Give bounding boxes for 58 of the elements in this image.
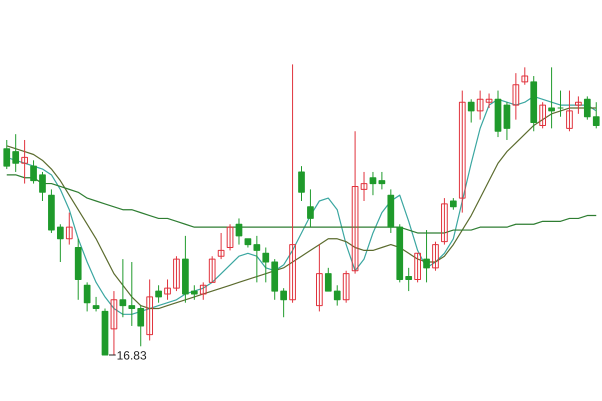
candlestick xyxy=(352,130,358,274)
candlestick xyxy=(120,258,126,318)
candlestick xyxy=(21,139,28,184)
candlestick xyxy=(468,98,475,124)
candlestick xyxy=(66,212,73,246)
candlestick xyxy=(39,171,46,202)
candlestick xyxy=(253,235,260,283)
candlestick xyxy=(289,64,296,304)
candlestick xyxy=(575,96,582,114)
candlestick xyxy=(370,171,376,196)
candlestick xyxy=(316,244,323,312)
candlestick xyxy=(504,102,510,140)
candlestick xyxy=(110,290,118,356)
candlestick xyxy=(432,241,439,272)
candlestick xyxy=(280,288,287,318)
candlestick xyxy=(56,224,64,263)
candlestick xyxy=(298,166,305,202)
candlestick xyxy=(307,188,314,228)
candlestick xyxy=(190,284,198,300)
candlestick xyxy=(476,90,484,120)
candlestick xyxy=(84,282,90,312)
candlestick xyxy=(592,102,600,129)
candlestick xyxy=(226,224,234,251)
candlestick xyxy=(200,282,207,300)
annotation: 16.83 xyxy=(116,348,147,363)
candlestick xyxy=(3,139,10,170)
candlestick xyxy=(146,278,154,341)
candlestick xyxy=(405,267,412,292)
candlestick xyxy=(236,218,242,246)
candlestick xyxy=(458,90,466,214)
candlestick xyxy=(450,198,457,210)
candlestick xyxy=(486,92,492,109)
candlestick xyxy=(360,171,368,202)
candlestick xyxy=(539,102,546,129)
candlestick xyxy=(548,66,555,129)
candlestick xyxy=(208,256,216,283)
candlestick xyxy=(378,171,386,190)
candlestick xyxy=(262,246,270,283)
candlestick xyxy=(342,270,350,304)
candlestick xyxy=(521,66,528,86)
candlestick xyxy=(12,134,20,172)
candlestick xyxy=(30,160,37,184)
candlestick xyxy=(324,267,332,292)
candlestick xyxy=(414,252,421,283)
candlestick xyxy=(155,284,162,304)
candlestick xyxy=(584,96,591,120)
candlestick xyxy=(164,278,171,300)
candlestick xyxy=(557,90,564,118)
candlestick xyxy=(566,90,573,132)
candlestick xyxy=(441,198,448,246)
candlestick xyxy=(423,230,430,283)
candlestick xyxy=(173,256,180,292)
candlestick xyxy=(137,305,144,347)
candlestick xyxy=(334,284,341,306)
candlestick xyxy=(512,72,520,120)
candlestick xyxy=(128,262,136,326)
candlestick xyxy=(92,296,100,312)
candlestick xyxy=(218,232,224,260)
